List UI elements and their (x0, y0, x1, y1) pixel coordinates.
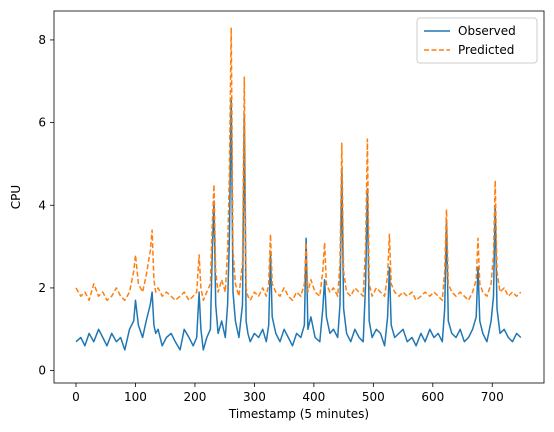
x-tick-label: 700 (481, 390, 504, 404)
x-axis-label: Timestamp (5 minutes) (228, 407, 369, 421)
plot-area (53, 10, 545, 384)
x-axis: 0 100 200 300 400 500 600 700 (72, 383, 504, 404)
legend-box (416, 17, 538, 64)
x-tick-label: 600 (421, 390, 444, 404)
x-tick-label: 400 (302, 390, 325, 404)
x-tick-label: 200 (183, 390, 206, 404)
series-layer (75, 26, 522, 351)
x-tick-label: 500 (362, 390, 385, 404)
x-tick-label: 0 (72, 390, 80, 404)
y-tick-label: 2 (38, 281, 46, 295)
y-tick-label: 4 (38, 198, 46, 212)
x-tick-label: 100 (124, 390, 147, 404)
y-tick-label: 6 (38, 116, 46, 130)
y-axis-label: CPU (9, 185, 23, 209)
y-axis: 0 2 4 6 8 (38, 33, 54, 378)
series-line-predicted (75, 26, 522, 302)
x-tick-label: 300 (243, 390, 266, 404)
series-line-observed (75, 97, 522, 351)
y-tick-label: 8 (38, 33, 46, 47)
legend-label-observed: Observed (458, 24, 516, 38)
legend-label-predicted: Predicted (458, 43, 514, 57)
y-tick-label: 0 (38, 364, 46, 378)
legend: Observed Predicted (416, 17, 538, 64)
plot-frame (53, 10, 545, 384)
